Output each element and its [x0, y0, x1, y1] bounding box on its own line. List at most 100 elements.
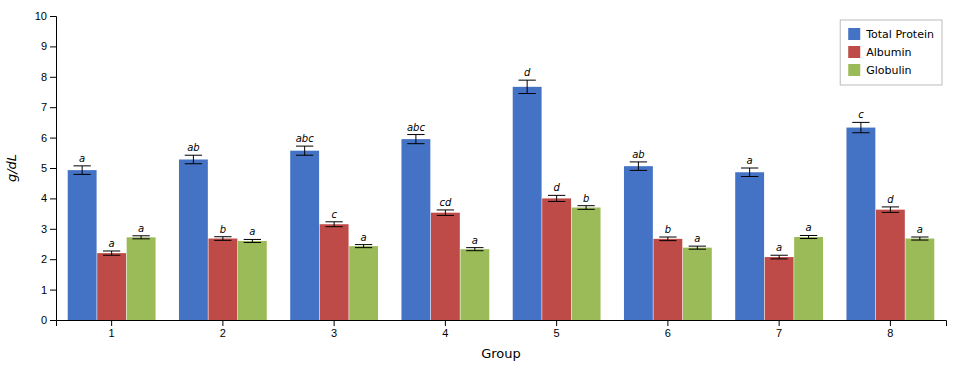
- bar: [542, 198, 571, 320]
- y-tick-label: 9: [41, 40, 47, 52]
- error-bar-cap: [185, 163, 202, 164]
- y-tick-label: 4: [41, 192, 47, 204]
- y-tick: 1: [41, 284, 56, 296]
- bar: [513, 87, 542, 320]
- error-bar-line: [890, 207, 891, 212]
- error-bar-cap: [659, 237, 676, 238]
- bar: [735, 172, 764, 320]
- error-bar-cap: [103, 255, 120, 256]
- y-tick-label: 6: [41, 132, 47, 144]
- error-bar-line: [334, 222, 335, 227]
- error-bar-cap: [911, 237, 928, 238]
- x-tick-label: 3: [331, 327, 337, 339]
- error-bar-line: [586, 206, 587, 210]
- y-tick-label: 5: [41, 162, 47, 174]
- significance-label: cd: [439, 197, 451, 208]
- x-tick-mark: [222, 320, 223, 326]
- error-bar: [407, 135, 424, 144]
- error-bar: [852, 122, 869, 132]
- x-tick: 1: [109, 320, 115, 339]
- error-bar-cap: [800, 235, 817, 236]
- significance-label: b: [665, 224, 671, 235]
- error-bar-cap: [296, 155, 313, 156]
- legend-item: Total Protein: [848, 28, 934, 41]
- error-bar-cap: [800, 238, 817, 239]
- y-tick: 4: [41, 192, 56, 204]
- bar: [876, 210, 905, 320]
- error-bar-cap: [852, 122, 869, 123]
- error-bar-line: [667, 237, 668, 241]
- y-tick: 3: [41, 223, 56, 235]
- error-bar: [689, 246, 706, 249]
- y-tick-label: 10: [35, 10, 47, 22]
- legend-box: [840, 20, 942, 85]
- y-tick-mark: [50, 107, 56, 108]
- significance-label: b: [583, 193, 589, 204]
- y-tick: 6: [41, 132, 56, 144]
- x-tick: 2: [220, 320, 226, 339]
- error-bar-cap: [244, 242, 261, 243]
- error-bar-line: [222, 237, 223, 241]
- significance-label: b: [220, 224, 226, 235]
- error-bar: [214, 237, 231, 241]
- significance-label: a: [694, 233, 700, 244]
- error-bar-line: [415, 135, 416, 144]
- error-bar-cap: [882, 212, 899, 213]
- significance-label: a: [361, 232, 367, 243]
- error-bar-line: [749, 168, 750, 177]
- error-bar-line: [193, 155, 194, 164]
- error-bar: [577, 206, 594, 210]
- x-tick-mark: [111, 320, 112, 326]
- significance-label: a: [109, 238, 115, 249]
- bar: [127, 237, 156, 320]
- plot: 01234567891012345678Groupg/dLaababcabcda…: [4, 10, 947, 361]
- bar: [290, 151, 319, 320]
- x-tick-label: 5: [554, 327, 560, 339]
- bar: [320, 224, 349, 320]
- error-bar-line: [556, 195, 557, 201]
- significance-label: ab: [632, 149, 644, 160]
- x-axis: 12345678: [57, 320, 947, 339]
- series: [97, 195, 905, 320]
- error-bar: [437, 210, 454, 215]
- error-bar: [659, 237, 676, 241]
- x-tick-label: 7: [776, 327, 782, 339]
- error-bar-cap: [689, 246, 706, 247]
- y-tick-mark: [50, 138, 56, 139]
- series: [127, 206, 935, 320]
- bar: [208, 239, 237, 320]
- error-bar-line: [304, 146, 305, 155]
- error-bar-line: [527, 80, 528, 93]
- bar: [97, 253, 126, 320]
- error-bar-cap: [630, 161, 647, 162]
- x-tick-mark: [890, 320, 891, 326]
- legend-swatch: [848, 28, 860, 40]
- bar: [238, 241, 267, 320]
- bar: [846, 128, 875, 320]
- error-bar-cap: [437, 209, 454, 210]
- x-tick: 6: [665, 320, 671, 339]
- error-bar-cap: [518, 93, 535, 94]
- error-bar-cap: [770, 255, 787, 256]
- y-tick-mark: [50, 77, 56, 78]
- x-tick: 4: [442, 320, 448, 339]
- bar: [572, 208, 601, 320]
- significance-label: a: [472, 235, 478, 246]
- error-bar-cap: [577, 209, 594, 210]
- bar: [431, 213, 460, 320]
- y-tick: 8: [41, 71, 56, 83]
- significance-label: abc: [407, 122, 425, 133]
- y-tick: 10: [35, 10, 56, 22]
- legend: Total ProteinAlbuminGlobulin: [840, 20, 942, 85]
- error-bar: [882, 207, 899, 212]
- significance-label: abc: [296, 133, 314, 144]
- x-tick: 5: [554, 320, 560, 339]
- error-bar: [466, 248, 483, 251]
- y-axis-line: [50, 17, 57, 321]
- error-bar: [244, 239, 261, 242]
- significance-label: a: [806, 222, 812, 233]
- y-tick-mark: [50, 259, 56, 260]
- significance-label: c: [331, 209, 337, 220]
- error-bar: [548, 195, 565, 201]
- error-bar-line: [779, 255, 780, 259]
